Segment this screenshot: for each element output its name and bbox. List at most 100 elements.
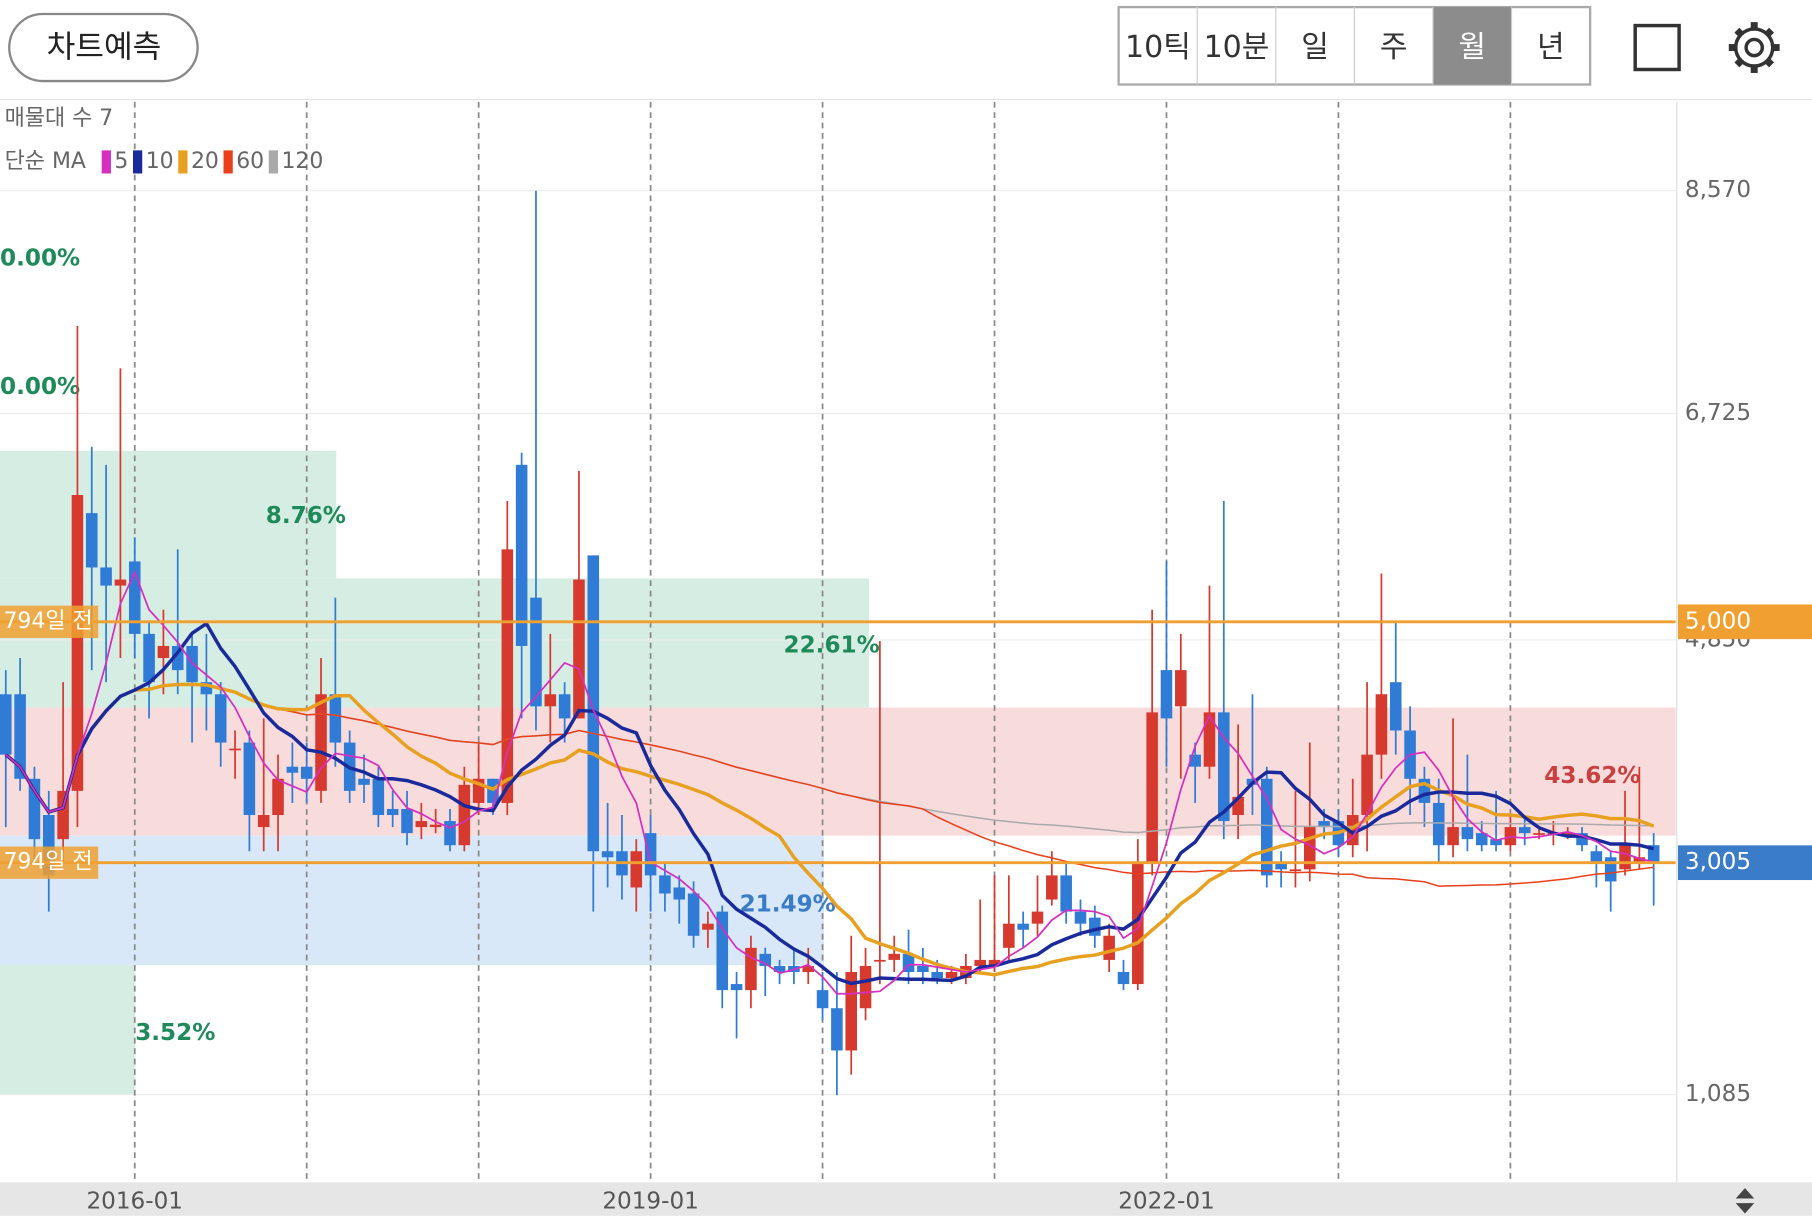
- y-tick-label: 6,725: [1685, 400, 1751, 426]
- candle-body: [515, 464, 528, 646]
- candle-body: [472, 778, 485, 803]
- zone: [0, 450, 337, 579]
- candle-body: [659, 875, 671, 894]
- candle-body: [1533, 833, 1545, 835]
- candle-body: [386, 808, 399, 816]
- candle-body: [874, 959, 886, 962]
- candle-body: [544, 694, 557, 707]
- candle-body: [1218, 712, 1230, 822]
- legend-period: 60: [236, 149, 264, 174]
- settings-icon[interactable]: [1728, 22, 1780, 73]
- left-tag: 794일 전: [3, 609, 92, 634]
- ma-title: 단순 MA: [5, 149, 86, 174]
- candle-body: [816, 990, 829, 1009]
- candle-body: [1003, 923, 1015, 948]
- candle-body: [945, 971, 958, 979]
- candle-body: [530, 597, 542, 707]
- candle-body: [1203, 712, 1216, 767]
- price-tag-bg: [1677, 604, 1812, 640]
- candle-body: [429, 824, 442, 828]
- candle-body: [1060, 875, 1072, 912]
- tab[interactable]: 10틱: [1125, 30, 1191, 65]
- candle-body: [1318, 821, 1330, 828]
- y-tick-label: 1,085: [1685, 1081, 1751, 1107]
- candle-body: [745, 947, 757, 991]
- candle-body: [243, 742, 256, 816]
- candle-body: [57, 790, 69, 840]
- candle-body: [186, 645, 198, 683]
- fullscreen-icon[interactable]: [1633, 23, 1681, 72]
- candle-body: [0, 694, 12, 755]
- x-tick-label: 2022-01: [1118, 1188, 1215, 1214]
- candle-body: [1475, 833, 1488, 846]
- candle-body: [42, 815, 55, 876]
- candle-body: [85, 513, 98, 568]
- candle-body: [1576, 833, 1588, 846]
- price-tag-bg: [1677, 845, 1812, 881]
- candle-body: [372, 778, 385, 816]
- legend-swatch: [178, 150, 188, 174]
- candle-body: [773, 965, 786, 972]
- zone: [0, 835, 824, 966]
- left-tag-bg: [0, 605, 99, 638]
- candle-body: [1089, 917, 1101, 936]
- candle-body: [14, 694, 26, 779]
- candle-body: [1604, 857, 1617, 882]
- left-tag-bg: [0, 846, 99, 879]
- legend-swatch: [132, 150, 143, 174]
- candle-body: [128, 561, 141, 634]
- candle-body: [702, 923, 714, 930]
- candle-body: [902, 953, 915, 972]
- candle-body: [1432, 802, 1445, 846]
- candle-body: [401, 808, 413, 834]
- tab[interactable]: 10분: [1204, 30, 1270, 65]
- candle-body: [1175, 670, 1187, 707]
- candle-body: [931, 971, 943, 979]
- x-axis-strip: [0, 1182, 1812, 1216]
- zone-label: 3.52%: [135, 1020, 215, 1046]
- candle-body: [687, 893, 700, 936]
- candle-body: [802, 965, 815, 972]
- legend-period: 10: [146, 149, 174, 174]
- candle-body: [1132, 863, 1144, 985]
- tab[interactable]: 일: [1301, 30, 1329, 65]
- candle-body: [1561, 833, 1574, 835]
- tab[interactable]: 주: [1380, 30, 1408, 65]
- candle-body: [444, 821, 456, 846]
- candle-body: [759, 953, 772, 966]
- candle-body: [1375, 694, 1388, 755]
- candle-body: [1103, 935, 1115, 960]
- resize-icon[interactable]: [1735, 1188, 1755, 1214]
- candle-body: [1633, 857, 1646, 864]
- candle-body: [28, 778, 41, 840]
- predict-button[interactable]: [8, 12, 199, 83]
- price-tag: 5,000: [1685, 608, 1751, 634]
- candle-body: [458, 784, 471, 846]
- tab[interactable]: 년: [1537, 30, 1565, 65]
- legend-swatch: [101, 150, 111, 174]
- zone-label: 43.62%: [1544, 763, 1640, 789]
- tab[interactable]: 월: [1458, 30, 1486, 65]
- candle-body: [1275, 863, 1287, 870]
- predict-button-label[interactable]: 차트예측: [47, 30, 162, 66]
- candle-body: [673, 887, 686, 900]
- candle-body: [1303, 827, 1316, 870]
- annotation: 0.00%: [0, 374, 80, 400]
- x-tick-label: 2019-01: [602, 1188, 699, 1214]
- candle-body: [974, 959, 986, 966]
- candle-body: [1490, 839, 1502, 846]
- tab-selected-bg: [1432, 7, 1512, 85]
- candle-body: [630, 851, 643, 888]
- candle-body: [1074, 911, 1087, 924]
- candle-body: [1518, 827, 1531, 834]
- zone-label: 8.76%: [266, 503, 346, 529]
- candle-body: [1346, 815, 1359, 846]
- legend-period: 20: [191, 149, 219, 174]
- annotation: 0.00%: [0, 246, 80, 272]
- candle-body: [1361, 754, 1373, 816]
- candle-body: [143, 633, 155, 683]
- candle-body: [1619, 845, 1631, 870]
- candle-body: [329, 694, 342, 743]
- legend-period: 5: [114, 149, 128, 174]
